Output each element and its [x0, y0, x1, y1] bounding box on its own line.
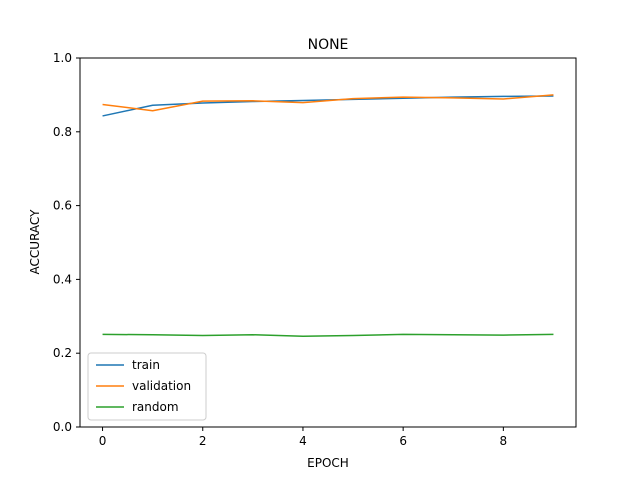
legend-entry-train: train [132, 358, 160, 372]
x-tick-label-0: 0 [99, 434, 107, 448]
legend: train validation random [87, 352, 207, 421]
legend-box [87, 352, 207, 421]
y-tick-label-0-8: 0.8 [53, 125, 72, 139]
y-axis-label: ACCURACY [28, 209, 42, 275]
y-tick-label-1: 1.0 [53, 51, 72, 65]
legend-entry-validation: validation [132, 379, 191, 393]
legend-entry-random: random [132, 400, 179, 414]
x-axis-label: EPOCH [307, 456, 349, 470]
series-line-random [102, 333, 554, 337]
y-tick-label-0: 0.0 [53, 420, 72, 434]
y-tick-label-0-4: 0.4 [53, 272, 72, 286]
series-line-validation [102, 94, 554, 112]
y-tick-label-0-2: 0.2 [53, 346, 72, 360]
x-tick-label-4: 4 [299, 434, 307, 448]
x-tick-label-6: 6 [399, 434, 407, 448]
chart-title: NONE [308, 37, 349, 53]
y-tick-label-0-6: 0.6 [53, 199, 72, 213]
x-tick-label-2: 2 [199, 434, 207, 448]
x-tick-label-8: 8 [500, 434, 508, 448]
